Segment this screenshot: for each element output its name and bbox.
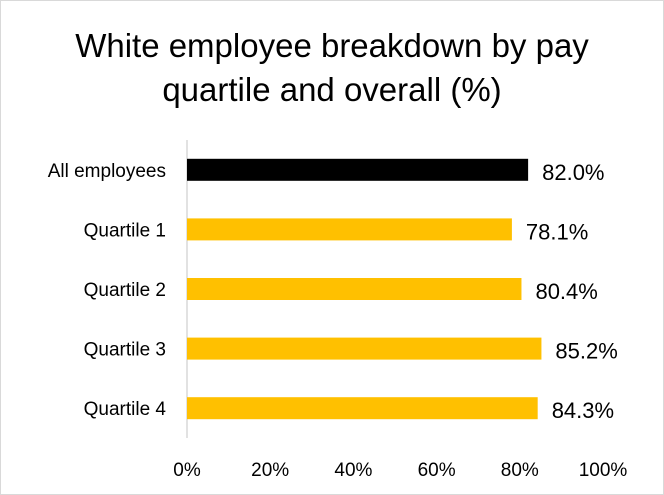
x-tick-label-4: 80% (501, 460, 539, 481)
category-label-1: Quartile 1 (84, 220, 166, 241)
bar-2 (187, 278, 522, 300)
value-label-4: 84.3% (552, 398, 614, 423)
x-tick-label-0: 0% (173, 460, 201, 481)
value-label-2: 80.4% (535, 279, 597, 304)
value-label-3: 85.2% (555, 339, 617, 364)
category-label-0: All employees (48, 161, 166, 182)
x-tick-label-3: 60% (418, 460, 456, 481)
x-tick-label-2: 40% (334, 460, 372, 481)
value-label-1: 78.1% (526, 219, 588, 244)
category-label-4: Quartile 4 (84, 399, 167, 420)
value-label-0: 82.0% (542, 160, 604, 185)
category-label-3: Quartile 3 (84, 340, 166, 361)
chart-title: White employee breakdown by pay quartile… (75, 27, 589, 108)
x-tick-label-5: 100% (579, 460, 628, 481)
category-label-2: Quartile 2 (84, 280, 166, 301)
bar-0 (187, 158, 529, 181)
bar-1 (187, 218, 512, 241)
x-tick-label-1: 20% (251, 460, 289, 481)
bar-4 (187, 397, 538, 420)
bar-3 (187, 337, 542, 360)
